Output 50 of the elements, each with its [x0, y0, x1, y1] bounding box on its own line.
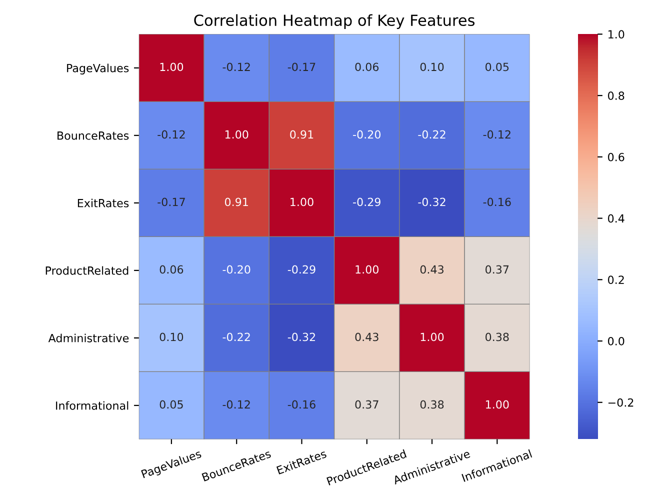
data-label: -0.20	[222, 265, 250, 274]
data-label: 1.00	[486, 400, 509, 409]
data-label: -0.29	[288, 265, 316, 274]
data-label: -0.16	[483, 198, 511, 206]
data-label: 1.00	[160, 62, 184, 72]
data-label: -0.29	[353, 198, 380, 206]
data-label: 0.43	[420, 265, 444, 274]
data-label: -0.22	[222, 332, 250, 342]
data-label: 0.43	[355, 332, 378, 342]
data-label: 0.38	[420, 400, 444, 409]
y-tick-label: ExitRates	[78, 198, 129, 208]
data-label: 0.38	[486, 332, 509, 342]
data-label: -0.12	[483, 130, 510, 139]
data-label: 0.37	[355, 400, 378, 409]
data-label: 0.05	[160, 400, 183, 409]
data-label: -0.17	[158, 198, 185, 206]
data-label: -0.32	[418, 198, 446, 206]
data-label: -0.32	[288, 332, 315, 342]
data-label: -0.16	[288, 400, 316, 409]
data-label: 0.06	[355, 62, 379, 72]
data-label: 1.00	[356, 265, 379, 274]
data-label: 0.06	[160, 265, 184, 274]
chart-title: Correlation Heatmap of Key Features	[194, 14, 475, 30]
data-label: 0.91	[290, 130, 314, 139]
y-tick-label: PageValues	[67, 64, 129, 74]
y-tick-label: ProductRelated	[46, 266, 128, 275]
data-label: -0.12	[158, 130, 185, 139]
y-tick-label: Informational	[56, 401, 128, 410]
data-label: 1.00	[420, 332, 444, 342]
color-bar-label: 0.4	[608, 214, 624, 223]
data-label: 0.05	[486, 62, 509, 72]
data-label: -0.12	[222, 400, 250, 409]
data-label: 0.91	[224, 198, 248, 206]
data-label: -0.17	[288, 62, 316, 72]
color-bar-label: 0.8	[608, 92, 624, 100]
data-label: 1.00	[290, 198, 314, 206]
data-label: 0.37	[486, 265, 509, 274]
y-tick-label: BounceRates	[58, 132, 129, 140]
color-bar-label: −0.2	[608, 398, 634, 407]
data-label: 1.00	[225, 130, 248, 139]
color-bar-label: 0.6	[608, 152, 624, 162]
data-label: -0.20	[353, 130, 381, 139]
y-tick-label: Administrative	[48, 334, 129, 342]
color-bar-label: 1.0	[608, 30, 624, 39]
data-label: 0.10	[160, 332, 184, 342]
data-label: -0.22	[418, 130, 446, 139]
data-label: 0.10	[420, 62, 444, 72]
color-bar-label: 0.0	[608, 336, 624, 346]
color-bar-label: 0.2	[608, 276, 624, 284]
data-label: -0.12	[222, 62, 250, 72]
